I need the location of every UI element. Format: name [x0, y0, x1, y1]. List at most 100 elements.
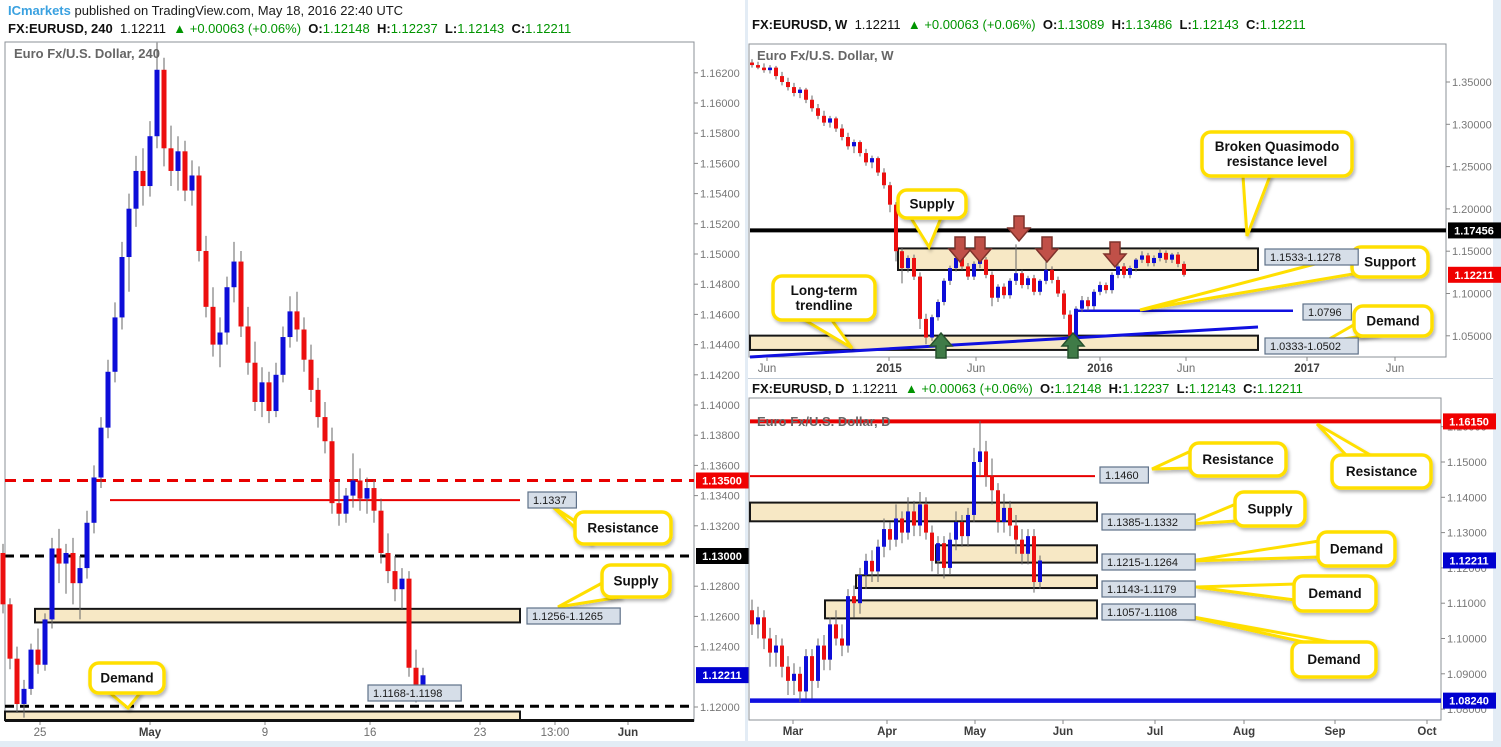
eurusd-daily-candle-body [882, 529, 886, 547]
price-tick-label: 1.11000 [1447, 598, 1486, 610]
eurusd-weekly-candle-body [1056, 279, 1060, 294]
eurusd-weekly-candle-body [846, 136, 850, 147]
eurusd-daily-plot-area[interactable] [749, 398, 1441, 720]
eurusd-240-candle-body [308, 359, 314, 390]
price-tag-text: 1.12211 [702, 670, 741, 682]
callout-label: Resistance [1202, 452, 1274, 467]
eurusd-weekly-candle-body [1098, 285, 1102, 292]
eurusd-240-candle-body [392, 571, 398, 590]
eurusd-daily-candle-body [1038, 560, 1042, 583]
eurusd-weekly-candle-body [1074, 308, 1078, 336]
eurusd-weekly-candle-body [750, 62, 754, 66]
value-label-text: 1.1168-1.1198 [373, 688, 442, 700]
callout-label: Resistance [587, 521, 659, 536]
eurusd-240-candle-body [42, 619, 48, 665]
price-tick-label: 1.13400 [700, 491, 740, 503]
eurusd-weekly-candle-body [948, 268, 952, 281]
price-tick-label: 1.14600 [700, 309, 740, 321]
callout-label: Long-term [791, 283, 858, 298]
callout-label: Supply [909, 197, 954, 212]
price-tick-label: 1.15000 [700, 249, 740, 261]
value-label-text: 1.1337 [533, 495, 567, 507]
eurusd-weekly-candle-body [1140, 255, 1144, 260]
eurusd-daily-candle-body [750, 610, 754, 625]
eurusd-240-candle-body [14, 658, 20, 704]
value-label-text: 1.1057-1.1108 [1107, 607, 1177, 619]
value-label-text: 1.0796 [1308, 307, 1342, 319]
eurusd-daily-candle-body [948, 539, 952, 568]
eurusd-weekly-candle-body [834, 118, 838, 129]
eurusd-weekly-candle-body [1008, 280, 1012, 296]
eurusd-weekly-candle-body [1032, 278, 1036, 292]
eurusd-240-price-scale[interactable] [694, 42, 750, 721]
eurusd-weekly-time-scale[interactable] [749, 357, 1446, 377]
eurusd-240-candle-body [70, 552, 76, 584]
eurusd-daily-candle-body [888, 529, 892, 540]
callout-label: resistance level [1227, 154, 1328, 169]
eurusd-daily-candle-body [1032, 536, 1036, 583]
eurusd-weekly-candle-body [1014, 273, 1018, 281]
price-tag-1.17456 [1448, 222, 1501, 239]
eurusd-weekly-candle-body [966, 266, 970, 277]
eurusd-daily-candle-body [918, 504, 922, 526]
time-tick-label: Apr [877, 726, 897, 738]
price-tag-1.08240 [1443, 692, 1496, 709]
price-tag-1.12211 [696, 667, 749, 684]
eurusd-240-candle-body [343, 495, 349, 514]
eurusd-daily-candle-body [1002, 507, 1006, 523]
eurusd-240-zone-1.1256-1.1265 [34, 607, 521, 624]
eurusd-240-time-scale[interactable] [5, 721, 694, 741]
eurusd-240-candle-body [56, 548, 62, 564]
eurusd-240-candle-body [329, 441, 335, 504]
eurusd-weekly-candle-body [930, 317, 934, 338]
eurusd-daily-price-scale[interactable] [1441, 398, 1497, 720]
eurusd-240-candle-body [273, 374, 279, 412]
eurusd-daily-candle-body [960, 522, 964, 537]
eurusd-weekly-price-scale[interactable] [1446, 44, 1501, 357]
time-tick-label: Oct [1417, 726, 1436, 738]
callout-broken-quasimodo-resistance-level [1200, 130, 1354, 178]
price-tag-1.12211 [1443, 552, 1496, 569]
eurusd-weekly-candle-body [840, 128, 844, 137]
value-label-text: 1.1143-1.1179 [1107, 584, 1176, 596]
callout-demand [1290, 640, 1378, 679]
price-tick-label: 1.15000 [1452, 246, 1492, 258]
time-tick-label: Jun [1053, 726, 1073, 738]
eurusd-240-candle-body [378, 510, 384, 553]
eurusd-240-candle-body [49, 548, 55, 620]
eurusd-240-candle-body [294, 311, 300, 330]
eurusd-240-candle-body [364, 488, 370, 499]
eurusd-240-candle-body [63, 552, 69, 564]
eurusd-weekly-candle-body [756, 65, 760, 68]
eurusd-240-plot-area[interactable] [5, 42, 694, 721]
callout-resistance [1330, 453, 1433, 490]
eurusd-daily-candle-body [942, 543, 946, 568]
eurusd-240-candle-body [175, 151, 181, 171]
eurusd-daily-candle-body [828, 624, 832, 660]
callout-demand [88, 661, 166, 695]
eurusd-weekly-candle-body [786, 82, 790, 88]
price-tick-label: 1.12000 [700, 702, 740, 714]
price-tick-label: 1.15000 [1447, 457, 1487, 469]
eurusd-daily-candle-body [1008, 507, 1012, 526]
time-tick-label: 2016 [1087, 363, 1113, 375]
down-arrow-marker [1006, 215, 1032, 243]
callout-label: Supply [1247, 502, 1292, 517]
eurusd-weekly-plot-area[interactable] [749, 44, 1446, 357]
eurusd-daily-candle-body [876, 546, 880, 572]
eurusd-weekly-candle-body [1026, 278, 1030, 286]
price-tick-label: 1.15400 [700, 189, 740, 201]
callout-demand [1352, 304, 1434, 338]
eurusd-240-candle-body [301, 329, 307, 360]
eurusd-daily-time-scale[interactable] [749, 720, 1441, 740]
eurusd-weekly-candle-body [774, 67, 778, 77]
eurusd-240-candle-body [371, 488, 377, 511]
eurusd-daily-candle-body [840, 638, 844, 646]
eurusd-weekly-candle-body [942, 280, 946, 302]
eurusd-240-candle-body [357, 480, 363, 499]
eurusd-daily-zone-1.1143-1.1179 [855, 574, 1098, 590]
eurusd-daily-candle-body [810, 656, 814, 681]
eurusd-daily-candle-body [966, 514, 970, 537]
price-tag-1.13500 [696, 472, 749, 489]
